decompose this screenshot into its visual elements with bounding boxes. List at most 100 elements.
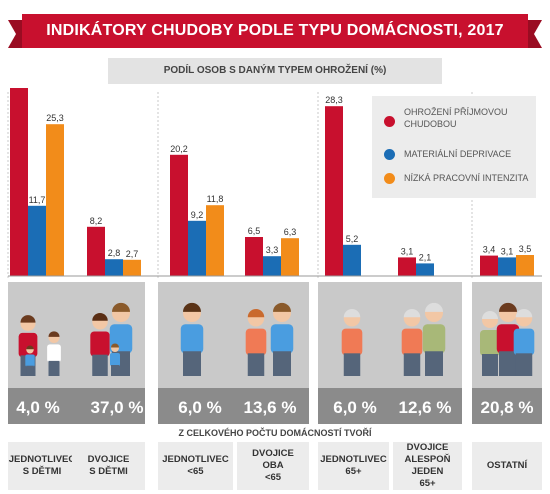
title-banner: INDIKÁTORY CHUDOBY PODLE TYPU DOMÁCNOSTI… [8,14,542,48]
bar-s2-g5 [343,244,361,276]
data-label-s3-g3: 11,8 [207,194,224,204]
bar-s2-g4 [263,256,281,276]
household-share-5: 6,0 % [333,398,376,417]
data-label-s1-g3: 20,2 [170,144,188,154]
data-label-s1-g5: 28,3 [325,95,343,105]
banner-bar [22,14,528,48]
chart-subtitle: PODÍL OSOB S DANÝM TYPEM OHROŽENÍ (%) [108,58,442,84]
household-figure-2-1-legs [92,354,108,376]
bar-s1-g1 [10,88,28,276]
household-figure-6-2-body [422,324,446,354]
legend-label-low-work-intensity: NÍZKÁ PRACOVNÍ INTENZITA [404,173,529,183]
household-figure-7-1-legs [482,354,498,376]
banner-right-ribbon [526,20,542,48]
household-figure-5-1-body [341,328,363,356]
bar-s3-g3 [206,205,224,276]
bar-s2-g7 [498,257,516,276]
category-label-4: DVOJICE OBA <65 [237,442,309,490]
household-share-2: 37,0 % [91,398,144,417]
bar-s1-g4 [245,237,263,276]
household-figure-4-2-body [270,324,294,354]
household-figure-6-1-body [401,328,423,356]
category-label-3: JEDNOTLIVEC <65 [158,442,233,490]
household-figure-6-1-legs [403,353,421,376]
data-label-s2-g1: 11,7 [29,195,46,205]
household-figure-1-1-hair [20,315,36,323]
data-label-s3-g1: 25,3 [46,113,64,123]
bar-s3-g7 [516,255,534,276]
legend-label-material-deprivation: MATERIÁLNÍ DEPRIVACE [404,149,512,159]
household-figure-4-2-legs [273,351,291,376]
household-figure-7-2-hair [499,302,517,312]
household-figure-1-2-legs [48,360,60,376]
data-label-s2-g2: 2,8 [108,248,121,258]
bar-s3-g2 [123,259,141,276]
household-figure-1-2-body [47,344,61,363]
category-label-2: DVOJICE S DĚTMI [72,442,145,490]
household-figure-1-3-legs [26,365,34,376]
data-label-s2-g5: 5,2 [346,234,359,244]
household-figure-6-2-hair [425,302,443,312]
household-figure-2-3-legs [111,365,119,376]
bar-s1-g2 [87,226,105,276]
household-figure-1-2-hair [48,331,60,337]
household-share-7: 20,8 % [481,398,534,417]
household-figure-7-1-hair [482,311,498,319]
section-title: Z CELKOVÉHO POČTU DOMÁCNOSTÍ TVOŘÍ [178,428,372,438]
household-figure-2-2-hair [112,302,130,312]
household-figure-3-1-hair [183,302,201,312]
data-label-s1-g7: 3,4 [483,245,496,255]
legend-swatch-income-poverty [384,116,395,127]
household-figure-4-1-body [245,328,267,356]
household-figure-2-1-hair [92,313,108,321]
data-label-s1-g2: 8,2 [90,216,103,226]
data-label-s2-g3: 9,2 [191,210,204,220]
share-panel-3 [318,388,462,424]
bar-s1-g3 [170,154,188,276]
data-label-s3-g4: 6,3 [284,227,297,237]
household-share-4: 13,6 % [244,398,297,417]
household-figure-4-1-hair [247,308,265,318]
data-label-s2-g6: 2,1 [419,252,432,262]
data-label-s3-g7: 3,5 [519,244,532,254]
household-figure-7-1-body [480,330,500,356]
share-panel-4 [472,388,542,424]
chart-area: 31,411,725,38,22,82,720,29,211,86,53,36,… [7,88,542,424]
household-figure-6-1-hair [403,308,421,318]
bar-s1-g5 [325,106,343,276]
chart-title: INDIKÁTORY CHUDOBY PODLE TYPU DOMÁCNOSTI… [46,22,504,39]
data-label-s2-g7: 3,1 [501,246,514,256]
household-figure-3-1-body [180,324,204,354]
household-figure-2-1-body [90,331,110,357]
bar-s2-g3 [188,220,206,276]
bar-s1-g7 [480,255,498,276]
bar-s2-g2 [105,259,123,276]
legend-swatch-material-deprivation [384,149,395,160]
household-figure-7-2-body [496,324,520,354]
household-share-3: 6,0 % [178,398,221,417]
household-figure-2-3-hair [111,343,119,348]
household-figure-5-1-legs [343,353,361,376]
category-label-6: DVOJICE ALESPOŇ JEDEN 65+ [393,442,462,490]
bar-s1-g6 [398,257,416,276]
household-figure-1-3-body [25,354,35,367]
bar-s3-g4 [281,238,299,276]
household-share-6: 12,6 % [399,398,452,417]
share-panel-1 [8,388,145,424]
legend: OHROŽENÍ PŘÍJMOVOU CHUDOBOU MATERIÁLNÍ D… [372,96,536,198]
household-figure-7-2-legs [499,351,517,376]
household-figure-7-3-legs [515,353,533,376]
household-figure-1-1-body [18,332,38,358]
banner-left-ribbon [8,20,24,48]
category-label-7: OSTATNÍ [472,442,542,490]
bar-s2-g1 [28,205,46,276]
household-figure-4-2-hair [273,302,291,312]
category-label-5: JEDNOTLIVEC 65+ [318,442,389,490]
household-figure-7-3-body [513,328,535,356]
household-figure-1-3-hair [26,345,34,350]
bar-s3-g1 [46,124,64,276]
category-label-1: JEDNOTLIVEC S DĚTMI [8,442,76,490]
legend-label-income-poverty: OHROŽENÍ PŘÍJMOVOU CHUDOBOU [404,107,508,129]
data-label-s2-g4: 3,3 [266,245,279,255]
data-label-s3-g2: 2,7 [126,249,139,259]
